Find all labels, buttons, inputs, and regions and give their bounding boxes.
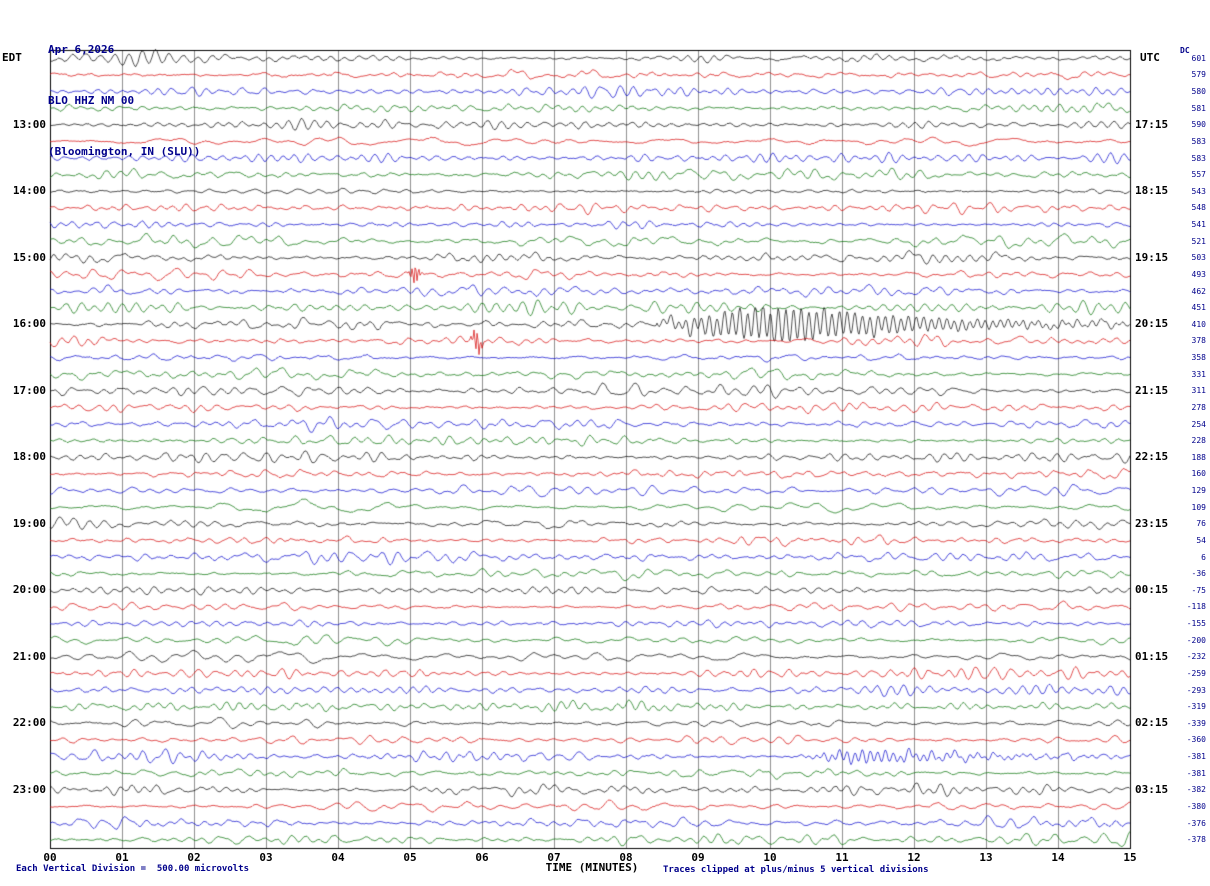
x-axis-tick: 03 <box>259 851 273 864</box>
dc-offset-value: 129 <box>1191 486 1206 496</box>
right-timezone-label: UTC <box>1140 51 1160 64</box>
x-axis-tick: 12 <box>907 851 921 864</box>
edt-hour-label: 14:00 <box>12 184 46 198</box>
dc-offset-value: -381 <box>1186 752 1206 762</box>
dc-offset-value: 76 <box>1196 519 1206 529</box>
utc-hour-label: 23:15 <box>1135 516 1169 530</box>
dc-offset-value: -155 <box>1186 619 1206 629</box>
edt-hour-label: 22:00 <box>12 716 46 730</box>
edt-hour-label: 20:00 <box>12 583 46 597</box>
clip-note: Traces clipped at plus/minus 5 vertical … <box>663 865 929 875</box>
dc-offset-value: -382 <box>1186 785 1206 795</box>
dc-offset-value: -378 <box>1186 835 1206 845</box>
dc-offset-value: 228 <box>1191 436 1206 446</box>
edt-hour-label: 15:00 <box>12 250 46 264</box>
dc-offset-value: 160 <box>1191 469 1206 479</box>
utc-hour-label: 00:15 <box>1135 583 1169 597</box>
edt-hour-label: 18:00 <box>12 450 46 464</box>
dc-offset-value: -75 <box>1191 585 1206 595</box>
dc-offset-value: -376 <box>1186 818 1206 828</box>
dc-offset-value: 583 <box>1191 153 1206 163</box>
x-axis-tick: 11 <box>835 851 849 864</box>
utc-hour-label: 22:15 <box>1135 450 1169 464</box>
dc-offset-value: -36 <box>1191 569 1206 579</box>
utc-hour-label: 17:15 <box>1135 117 1169 131</box>
dc-offset-value: 581 <box>1191 103 1206 113</box>
dc-offset-value: -200 <box>1186 635 1206 645</box>
edt-hour-label: 16:00 <box>12 317 46 331</box>
dc-offset-value: 254 <box>1191 419 1206 429</box>
dc-offset-value: -118 <box>1186 602 1206 612</box>
edt-hour-label: 23:00 <box>12 782 46 796</box>
x-axis-title: TIME (MINUTES) <box>545 861 639 874</box>
x-axis-tick: 02 <box>187 851 201 864</box>
dc-offset-value: 410 <box>1191 319 1206 329</box>
dc-offset-value: 521 <box>1191 236 1206 246</box>
dc-offset-value: 583 <box>1191 136 1206 146</box>
x-axis-tick: 06 <box>475 851 489 864</box>
x-axis-tick: 13 <box>979 851 993 864</box>
title-station: BLO HHZ NM 00 <box>48 94 135 107</box>
left-timezone-label: EDT <box>2 51 22 64</box>
x-axis-tick: 09 <box>691 851 705 864</box>
x-axis-tick: 08 <box>619 851 633 864</box>
title-location: (Bloomington, IN (SLU)) <box>48 145 201 158</box>
dc-offset-value: 451 <box>1191 303 1206 313</box>
dc-offset-value: -259 <box>1186 668 1206 678</box>
dc-offset-value: 331 <box>1191 369 1206 379</box>
utc-hour-label: 20:15 <box>1135 317 1169 331</box>
dc-offset-value: -339 <box>1186 718 1206 728</box>
utc-hour-label: 18:15 <box>1135 184 1169 198</box>
dc-offset-value: -380 <box>1186 801 1206 811</box>
utc-hour-label: 21:15 <box>1135 383 1169 397</box>
dc-offset-value: 601 <box>1191 53 1206 63</box>
x-axis-tick: 04 <box>331 851 345 864</box>
dc-offset-value: 579 <box>1191 70 1206 80</box>
utc-hour-label: 03:15 <box>1135 782 1169 796</box>
dc-offset-value: 503 <box>1191 253 1206 263</box>
utc-hour-label: 19:15 <box>1135 250 1169 264</box>
dc-offset-value: 543 <box>1191 186 1206 196</box>
edt-hour-label: 19:00 <box>12 516 46 530</box>
dc-offset-value: -381 <box>1186 768 1206 778</box>
x-axis-tick: 01 <box>115 851 129 864</box>
dc-offset-value: 548 <box>1191 203 1206 213</box>
dc-offset-value: 311 <box>1191 386 1206 396</box>
dc-offset-value: 54 <box>1196 535 1206 545</box>
dc-offset-value: -293 <box>1186 685 1206 695</box>
scale-note: Each Vertical Division = 500.00 microvol… <box>16 864 249 874</box>
title-block: Apr 6,2026 BLO HHZ NM 00 (Bloomington, I… <box>48 5 200 196</box>
x-axis-tick: 05 <box>403 851 417 864</box>
edt-hour-label: 13:00 <box>12 117 46 131</box>
dc-offset-value: 188 <box>1191 452 1206 462</box>
dc-offset-value: -360 <box>1186 735 1206 745</box>
x-axis-tick: 10 <box>763 851 777 864</box>
dc-offset-value: -319 <box>1186 702 1206 712</box>
dc-offset-value: 580 <box>1191 87 1206 97</box>
dc-offset-value: 109 <box>1191 502 1206 512</box>
x-axis-tick: 00 <box>43 851 57 864</box>
dc-column-header: DC <box>1180 46 1190 55</box>
dc-offset-value: -232 <box>1186 652 1206 662</box>
x-axis-tick: 14 <box>1051 851 1065 864</box>
dc-offset-value: 557 <box>1191 170 1206 180</box>
dc-offset-value: 493 <box>1191 269 1206 279</box>
dc-offset-value: 378 <box>1191 336 1206 346</box>
edt-hour-label: 17:00 <box>12 383 46 397</box>
dc-offset-value: 6 <box>1201 552 1206 562</box>
dc-offset-value: 541 <box>1191 220 1206 230</box>
dc-offset-value: 462 <box>1191 286 1206 296</box>
edt-hour-label: 21:00 <box>12 649 46 663</box>
dc-offset-value: 590 <box>1191 120 1206 130</box>
utc-hour-label: 02:15 <box>1135 716 1169 730</box>
dc-offset-value: 278 <box>1191 402 1206 412</box>
title-date: Apr 6,2026 <box>48 43 115 56</box>
x-axis-tick: 07 <box>547 851 561 864</box>
x-axis-tick: 15 <box>1123 851 1137 864</box>
dc-offset-value: 358 <box>1191 353 1206 363</box>
utc-hour-label: 01:15 <box>1135 649 1169 663</box>
